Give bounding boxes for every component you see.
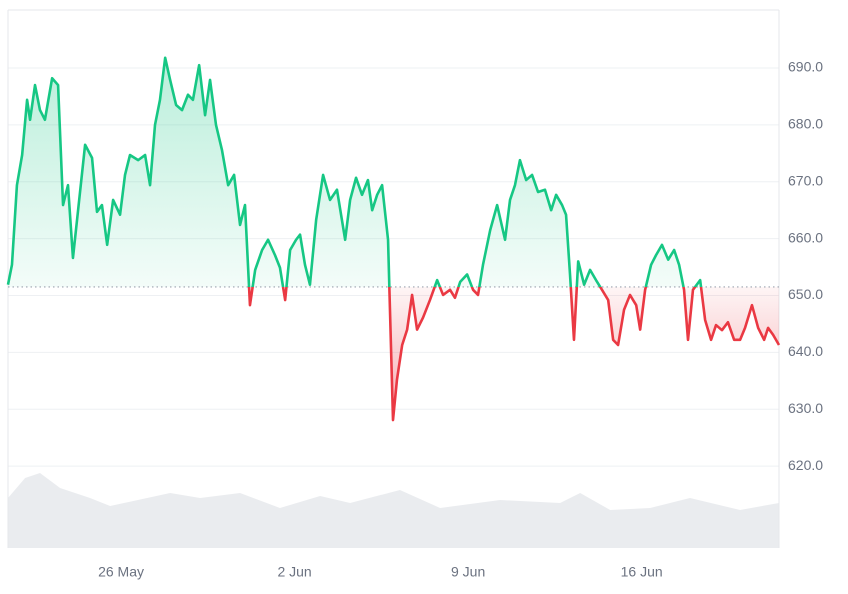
volume-area <box>8 473 779 548</box>
x-tick-label: 26 May <box>98 564 144 580</box>
y-tick-label: 680.0 <box>788 116 823 132</box>
y-tick-label: 620.0 <box>788 457 823 473</box>
x-tick-label: 9 Jun <box>451 564 485 580</box>
y-tick-label: 690.0 <box>788 59 823 75</box>
y-tick-label: 630.0 <box>788 400 823 416</box>
y-tick-label: 650.0 <box>788 286 823 302</box>
y-tick-label: 660.0 <box>788 229 823 245</box>
price-area <box>8 57 779 421</box>
price-line <box>6 56 781 422</box>
x-tick-label: 2 Jun <box>277 564 311 580</box>
y-tick-label: 670.0 <box>788 172 823 188</box>
x-tick-label: 16 Jun <box>621 564 663 580</box>
y-tick-label: 640.0 <box>788 343 823 359</box>
